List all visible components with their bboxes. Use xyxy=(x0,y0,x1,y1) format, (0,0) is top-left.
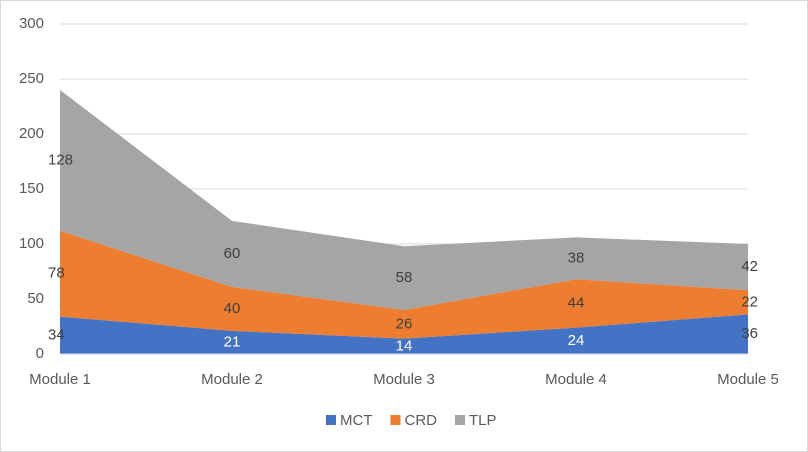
data-label: 34 xyxy=(48,326,65,343)
data-label: 36 xyxy=(741,325,758,342)
data-label: 21 xyxy=(224,333,241,350)
legend-label: MCT xyxy=(340,412,373,429)
y-tick-label: 300 xyxy=(19,15,44,32)
legend-swatch xyxy=(455,415,465,425)
x-tick-label: Module 4 xyxy=(545,371,607,388)
legend-label: CRD xyxy=(405,412,438,429)
y-tick-label: 100 xyxy=(19,235,44,252)
data-label: 42 xyxy=(741,258,758,275)
legend: MCT CRD TLP xyxy=(326,412,497,429)
area xyxy=(60,90,748,310)
x-tick-label: Module 3 xyxy=(373,371,435,388)
area xyxy=(60,230,748,339)
y-tick-label: 50 xyxy=(27,290,44,307)
data-label: 58 xyxy=(396,269,413,286)
y-tick-label: 200 xyxy=(19,125,44,142)
legend-swatch xyxy=(390,415,401,425)
data-label: 26 xyxy=(396,315,413,332)
data-label: 24 xyxy=(568,332,585,349)
x-tick-label: Module 5 xyxy=(717,371,779,388)
data-label: 38 xyxy=(568,249,585,266)
data-label: 78 xyxy=(48,265,65,282)
y-tick-label: 150 xyxy=(19,180,44,197)
data-label: 14 xyxy=(396,337,413,354)
area xyxy=(60,314,748,354)
data-label: 60 xyxy=(224,245,241,262)
legend-swatch xyxy=(326,415,336,425)
data-label: 128 xyxy=(48,151,73,168)
x-tick-label: Module 2 xyxy=(201,371,263,388)
data-label: 44 xyxy=(568,294,585,311)
data-label: 22 xyxy=(741,293,758,310)
y-tick-label: 0 xyxy=(36,345,44,362)
data-label: 40 xyxy=(224,300,241,317)
y-tick-label: 250 xyxy=(19,70,44,87)
x-tick-label: Module 1 xyxy=(29,371,91,388)
legend-label: TLP xyxy=(469,412,497,429)
